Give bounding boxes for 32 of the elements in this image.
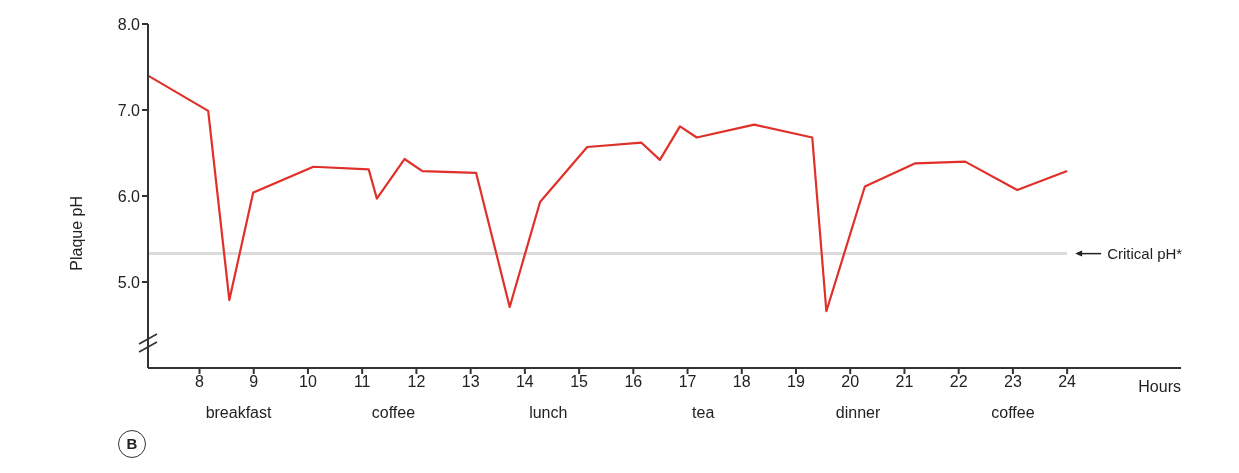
x-tick-label: 23	[1004, 373, 1022, 391]
x-tick-label: 19	[787, 373, 805, 391]
text: coffee	[370, 404, 417, 422]
x-tick-label: 15	[570, 373, 589, 391]
x-tick-label: 10	[299, 373, 317, 391]
x-tick-label: 18	[732, 373, 751, 391]
y-tick-label: 7.0	[117, 101, 141, 119]
text: breakfast	[204, 404, 273, 422]
x-tick-label: 20	[841, 373, 860, 391]
y-axis-title: Plaque pH	[67, 196, 85, 271]
y-tick-label: 5.0	[117, 273, 141, 291]
x-tick-label: 9	[249, 373, 259, 391]
x-tick-label: 12	[407, 373, 426, 391]
x-tick-label: 11	[353, 373, 371, 391]
x-tick-label: 17	[678, 373, 697, 391]
x-tick-label: 13	[461, 373, 480, 391]
x-tick-label: 21	[895, 373, 914, 391]
y-tick-label: 6.0	[117, 187, 141, 205]
x-tick-label: 14	[515, 373, 534, 391]
ref-line-label: Critical pH*	[1107, 244, 1183, 262]
text: coffee	[990, 404, 1036, 422]
x-axis-title: Hours	[1137, 378, 1181, 396]
x-tick-label: 16	[624, 373, 643, 391]
text: dinner	[834, 404, 882, 422]
x-tick-label: 24	[1058, 373, 1077, 391]
y-tick-label: 8.0	[117, 15, 141, 33]
line-series	[148, 74, 1069, 313]
text: lunch	[528, 404, 569, 422]
text: B	[118, 430, 146, 458]
text: tea	[691, 404, 716, 422]
x-tick-label: 8	[195, 373, 205, 391]
x-tick-label: 22	[949, 373, 968, 391]
